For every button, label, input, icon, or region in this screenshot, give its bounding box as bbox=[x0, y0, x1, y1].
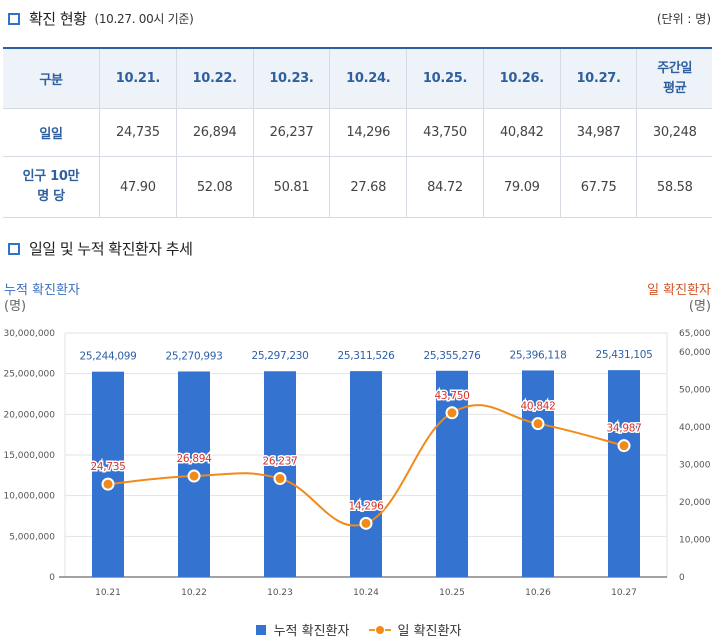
col-header: 10.25. bbox=[406, 47, 484, 109]
line-data-label: 43,750 bbox=[435, 390, 470, 402]
col-header: 10.23. bbox=[252, 47, 331, 109]
line-data-label: 26,237 bbox=[263, 456, 298, 468]
col-header: 10.27. bbox=[559, 47, 638, 109]
table-cell: 14,296 bbox=[329, 108, 408, 157]
bar-data-label: 25,270,993 bbox=[165, 350, 222, 362]
col-header: 10.21. bbox=[99, 47, 177, 109]
legend-item-cumulative[interactable]: 누적 확진환자 bbox=[255, 620, 350, 639]
table-cell: 52.08 bbox=[175, 156, 254, 218]
right-tick-label: 65,000 bbox=[679, 329, 711, 339]
table-cell: 50.81 bbox=[252, 156, 331, 218]
x-tick-label: 10.26 bbox=[525, 588, 551, 598]
bar bbox=[92, 371, 124, 577]
right-axis-title-text: 일 확진환자 bbox=[647, 283, 711, 298]
table-cell: 84.72 bbox=[406, 156, 484, 218]
section-header-status: 확진 현황 (10.27. 00시 기준) bbox=[8, 8, 194, 29]
chart-legend: 누적 확진환자 일 확진환자 bbox=[0, 620, 717, 639]
left-tick-label: 15,000,000 bbox=[3, 451, 55, 461]
left-axis-unit: (명) bbox=[4, 299, 27, 314]
left-tick-label: 20,000,000 bbox=[3, 410, 55, 420]
line-point bbox=[445, 406, 459, 420]
bar-data-label: 25,297,230 bbox=[251, 350, 308, 362]
right-tick-label: 30,000 bbox=[679, 460, 711, 470]
x-tick-label: 10.22 bbox=[181, 588, 207, 598]
right-tick-label: 60,000 bbox=[679, 348, 711, 358]
table-cell: 40,842 bbox=[482, 108, 561, 157]
table-cell: 47.90 bbox=[99, 156, 177, 218]
left-tick-label: 25,000,000 bbox=[3, 370, 55, 380]
bar-data-label: 25,431,105 bbox=[595, 349, 652, 361]
bar-data-label: 25,396,118 bbox=[509, 349, 566, 361]
legend-swatch-bar-icon bbox=[255, 624, 266, 635]
legend-label: 누적 확진환자 bbox=[273, 624, 350, 639]
table-cell: 27.68 bbox=[329, 156, 408, 218]
section-subtitle: (10.27. 00시 기준) bbox=[94, 12, 194, 26]
table-cell: 58.58 bbox=[636, 156, 712, 218]
bar-data-label: 25,311,526 bbox=[337, 350, 395, 362]
right-tick-label: 40,000 bbox=[679, 423, 711, 433]
col-header: 주간일 평균 bbox=[636, 47, 712, 109]
bar bbox=[608, 370, 640, 577]
bar bbox=[436, 370, 468, 577]
line-data-label: 34,987 bbox=[607, 423, 642, 435]
x-tick-label: 10.25 bbox=[439, 588, 465, 598]
x-tick-label: 10.23 bbox=[267, 588, 293, 598]
section-title: 확진 현황 bbox=[29, 10, 87, 28]
right-axis-title: 일 확진환자 (명) bbox=[647, 283, 711, 315]
x-tick-label: 10.27 bbox=[611, 588, 637, 598]
col-header: 구분 bbox=[3, 47, 100, 109]
section-title: 일일 및 누적 확진환자 추세 bbox=[29, 240, 193, 258]
right-tick-label: 20,000 bbox=[679, 498, 711, 508]
line-data-label: 24,735 bbox=[91, 461, 126, 473]
section-header-trend: 일일 및 누적 확진환자 추세 bbox=[8, 238, 193, 259]
line-point bbox=[617, 439, 631, 453]
bar bbox=[350, 371, 382, 577]
row-header: 일일 bbox=[3, 108, 100, 157]
right-tick-label: 10,000 bbox=[679, 535, 711, 545]
bar bbox=[522, 370, 554, 577]
line-point bbox=[531, 417, 545, 431]
line-data-label: 40,842 bbox=[521, 401, 556, 413]
table-row: 인구 10만 명 당 47.90 52.08 50.81 27.68 84.72… bbox=[3, 156, 712, 218]
bar-data-label: 25,355,276 bbox=[423, 350, 481, 362]
line-data-label: 14,296 bbox=[349, 500, 385, 512]
table-cell: 26,894 bbox=[175, 108, 254, 157]
legend-swatch-line-icon bbox=[369, 625, 392, 635]
line-point bbox=[359, 516, 373, 530]
table-row: 일일 24,735 26,894 26,237 14,296 43,750 40… bbox=[3, 108, 712, 157]
status-table: 구분 10.21. 10.22. 10.23. 10.24. 10.25. 10… bbox=[3, 47, 712, 218]
unit-label: (단위 : 명) bbox=[656, 12, 711, 26]
x-tick-label: 10.24 bbox=[353, 588, 379, 598]
table-cell: 30,248 bbox=[636, 108, 712, 157]
table-header-row: 구분 10.21. 10.22. 10.23. 10.24. 10.25. 10… bbox=[3, 47, 712, 109]
col-header: 10.22. bbox=[175, 47, 254, 109]
left-tick-label: 10,000,000 bbox=[3, 492, 55, 502]
square-bullet-icon bbox=[8, 242, 20, 255]
left-tick-label: 5,000,000 bbox=[9, 532, 55, 542]
table-cell: 67.75 bbox=[559, 156, 638, 218]
right-tick-label: 50,000 bbox=[679, 385, 711, 395]
table-cell: 43,750 bbox=[406, 108, 484, 157]
line-point bbox=[187, 469, 201, 483]
col-header: 10.24. bbox=[329, 47, 408, 109]
bar-data-label: 25,244,099 bbox=[79, 351, 136, 363]
left-tick-label: 0 bbox=[49, 573, 55, 583]
legend-label: 일 확진환자 bbox=[397, 624, 462, 639]
legend-item-daily[interactable]: 일 확진환자 bbox=[369, 620, 461, 639]
line-point bbox=[273, 472, 287, 486]
col-header: 10.26. bbox=[482, 47, 561, 109]
square-bullet-icon bbox=[8, 12, 20, 25]
right-tick-label: 0 bbox=[679, 573, 685, 583]
line-point bbox=[101, 477, 115, 491]
right-axis-unit: (명) bbox=[688, 299, 711, 314]
left-axis-title: 누적 확진환자 (명) bbox=[4, 283, 80, 315]
line-data-label: 26,894 bbox=[177, 453, 213, 465]
left-tick-label: 30,000,000 bbox=[3, 329, 55, 339]
left-axis-title-text: 누적 확진환자 bbox=[4, 283, 80, 298]
table-cell: 26,237 bbox=[252, 108, 331, 157]
x-tick-label: 10.21 bbox=[95, 588, 121, 598]
